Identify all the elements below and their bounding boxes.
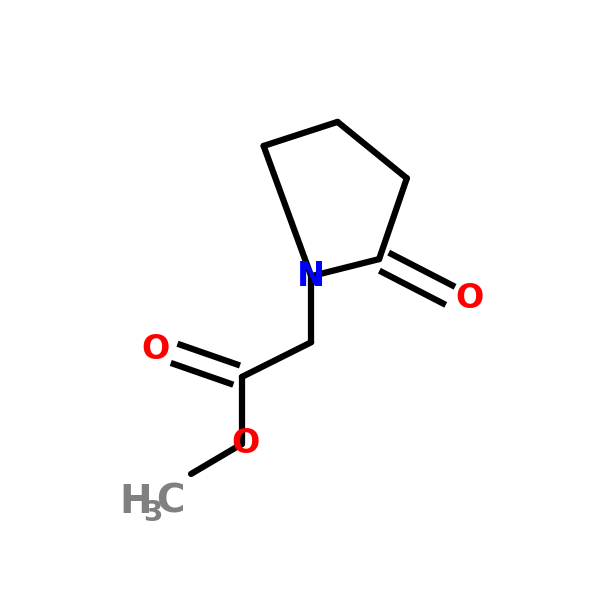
Text: N: N: [297, 260, 325, 293]
Text: O: O: [232, 427, 260, 460]
Text: O: O: [142, 332, 170, 365]
Text: O: O: [455, 282, 484, 315]
Text: H: H: [119, 482, 152, 521]
Text: 3: 3: [143, 499, 163, 527]
Text: C: C: [156, 482, 184, 521]
